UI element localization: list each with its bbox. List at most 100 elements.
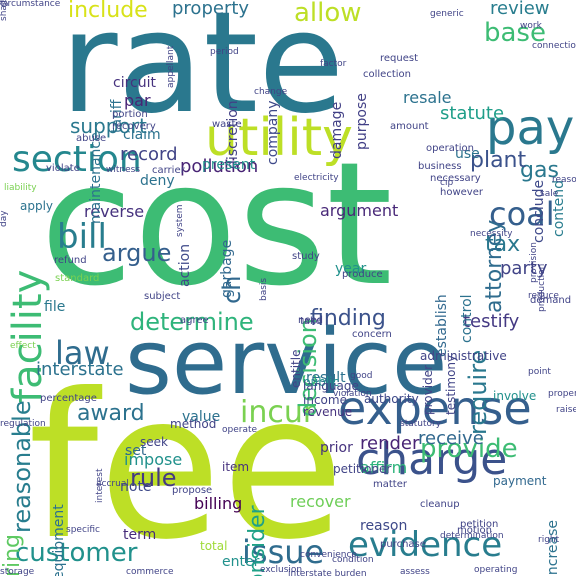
word-cloud-word: law: [55, 334, 110, 372]
word-cloud-word: business: [418, 161, 462, 172]
word-cloud-word: set: [125, 443, 147, 459]
word-cloud-word: party: [500, 258, 548, 279]
word-cloud-word: coal: [489, 195, 555, 233]
word-cloud-word: establish: [434, 294, 450, 357]
word-cloud-word: claim: [123, 127, 161, 143]
word-cloud-word: value: [182, 409, 221, 425]
word-cloud-word: abuse: [76, 133, 107, 144]
word-cloud-word: involve: [493, 389, 537, 403]
word-cloud-word: refund: [54, 255, 87, 266]
word-cloud-word: circuit: [113, 75, 156, 91]
word-cloud-word: point: [528, 367, 551, 377]
word-cloud-word: amount: [390, 121, 429, 132]
word-cloud-word: necessary: [430, 173, 481, 184]
word-cloud-word: record: [120, 144, 178, 165]
word-cloud-word: testify: [463, 311, 520, 332]
word-cloud-word: generic: [430, 9, 464, 19]
word-cloud-word: recovery: [112, 121, 156, 132]
word-cloud-word: purpose: [354, 93, 370, 150]
word-cloud-word: portion: [112, 109, 148, 120]
word-cloud-word: determine: [130, 308, 254, 336]
word-cloud-word: cost: [40, 126, 393, 324]
word-cloud-word: revenue: [303, 405, 353, 419]
word-cloud-word: regulation: [0, 419, 46, 429]
word-cloud-word: item: [222, 460, 250, 474]
word-cloud-word: necessity: [470, 229, 513, 239]
word-cloud-word: property: [172, 0, 250, 19]
word-cloud-word: liability: [4, 183, 37, 193]
word-cloud-word: tax: [485, 232, 521, 257]
word-cloud-word: pay: [486, 100, 575, 156]
word-cloud-word: prior: [320, 440, 353, 456]
word-cloud-word: equipment: [51, 504, 67, 576]
word-cloud-word: connection: [532, 41, 576, 51]
word-cloud-word: authority: [364, 392, 419, 406]
word-cloud-word: affirm: [360, 458, 408, 477]
word-cloud-word: review: [490, 0, 550, 19]
word-cloud-word: service: [125, 310, 448, 415]
word-cloud-word: raise: [556, 405, 576, 415]
word-cloud-word: matter: [373, 479, 407, 490]
word-cloud-word: cip: [440, 178, 454, 188]
word-cloud-word: action: [177, 243, 193, 287]
word-cloud-word: company: [265, 100, 281, 165]
word-cloud-word: render: [360, 433, 420, 454]
word-cloud-word: fee: [28, 351, 345, 576]
word-cloud-word: request: [380, 53, 419, 64]
word-cloud-word: allow: [294, 0, 362, 28]
word-cloud-word: statute: [440, 103, 505, 124]
word-cloud-word: accrual: [96, 479, 129, 489]
word-cloud-word: provider: [421, 365, 435, 415]
word-cloud-word: change: [254, 87, 288, 97]
word-cloud-word: petitioner: [333, 462, 392, 476]
word-cloud-word: reason: [360, 518, 408, 534]
word-cloud-word: reduce: [528, 291, 559, 301]
word-cloud-word: percentage: [40, 393, 97, 404]
word-cloud-word: propose: [172, 485, 213, 496]
word-cloud-word: increase: [545, 519, 561, 576]
word-cloud-word: payment: [493, 474, 547, 488]
word-cloud-word: interstate: [36, 359, 124, 380]
word-cloud-word: appellant: [166, 45, 176, 88]
word-cloud-word: include: [68, 0, 148, 23]
word-cloud-word: administrative: [420, 349, 507, 363]
word-cloud-word: term: [123, 527, 157, 543]
word-cloud-word: cleanup: [420, 499, 460, 510]
word-cloud-word: incur: [240, 395, 316, 430]
word-cloud-word: customer: [15, 538, 138, 568]
word-cloud-word: facility: [5, 269, 51, 403]
word-cloud-word: file: [44, 299, 66, 315]
word-cloud-word: testimony: [444, 354, 458, 415]
word-cloud-word: gas: [520, 158, 559, 183]
word-cloud-word: resale: [403, 88, 452, 107]
word-cloud-word: %: [0, 0, 9, 9]
word-cloud-word: need: [298, 315, 323, 326]
word-cloud-word: section: [12, 139, 142, 180]
word-cloud-word: however: [440, 187, 483, 198]
word-cloud-word: control: [459, 294, 475, 343]
word-cloud-word: charge: [356, 434, 508, 485]
word-cloud-word: apply: [20, 199, 54, 213]
word-cloud-word: note: [120, 479, 152, 495]
word-cloud-word: provide: [420, 434, 518, 464]
word-cloud-word: circumstance: [0, 0, 61, 9]
word-cloud-word: operating: [474, 565, 518, 575]
word-cloud-word: statutory: [400, 419, 442, 429]
word-cloud-word: argument: [320, 201, 399, 220]
word-cloud-word: take: [300, 316, 322, 327]
word-cloud-word: carrier: [152, 165, 185, 176]
word-cloud-word: plant: [470, 148, 527, 173]
word-cloud-word: sale: [540, 189, 559, 199]
word-cloud-word: determination: [440, 531, 504, 541]
word-cloud-word: study: [292, 251, 320, 262]
word-cloud-word: collection: [363, 69, 411, 80]
word-cloud-word: garbage: [219, 239, 235, 298]
word-cloud-word: recover: [290, 492, 351, 511]
word-cloud-word: result: [306, 370, 346, 386]
word-cloud-word: produce: [342, 269, 383, 280]
word-cloud-word: entitle: [289, 349, 303, 388]
word-cloud-word: purchase: [380, 539, 426, 550]
word-cloud-word: method: [170, 417, 217, 431]
word-cloud-word: rate: [60, 0, 345, 145]
word-cloud-word: good: [350, 371, 373, 381]
